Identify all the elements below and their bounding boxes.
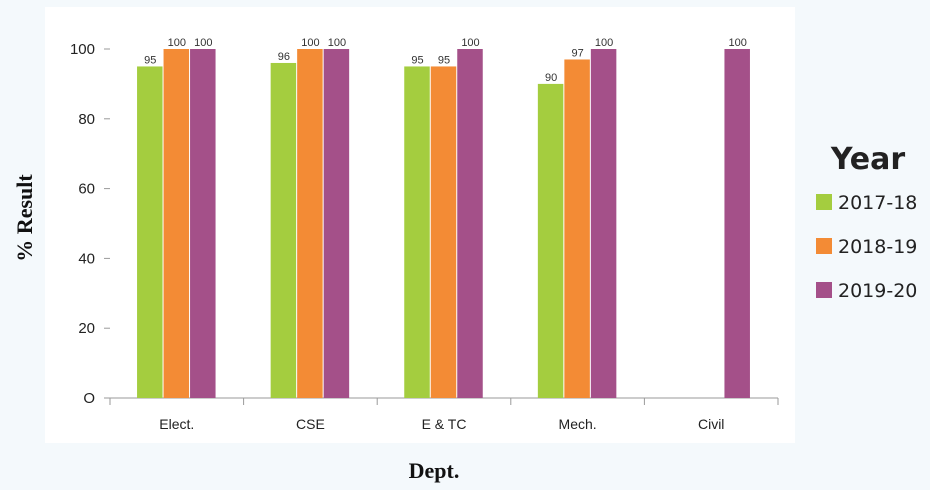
legend: Year 2017-18 2018-19 2019-20	[816, 142, 917, 302]
data-label: 100	[461, 37, 479, 49]
data-label: 100	[729, 37, 747, 49]
bar	[724, 49, 750, 398]
y-tick-label: 100	[70, 41, 95, 58]
bar	[537, 83, 564, 399]
x-tick-label: E & TC	[422, 416, 467, 432]
bar	[404, 66, 430, 398]
bar	[270, 62, 297, 399]
data-label: 100	[301, 37, 319, 49]
data-label: 97	[571, 47, 583, 59]
legend-swatch	[816, 194, 832, 210]
y-tick-label: 40	[78, 250, 95, 267]
y-tick-label: O	[83, 390, 95, 407]
data-label: 100	[595, 37, 613, 49]
y-tick-label: 20	[78, 320, 95, 337]
bar	[190, 49, 216, 398]
data-labels: 95 100 100 96 100 100 95 95 100 90 97 100 100	[144, 37, 747, 84]
legend-swatch	[816, 282, 832, 298]
data-label: 100	[194, 37, 212, 49]
legend-label: 2019-20	[838, 280, 917, 302]
y-axis-title: % Result	[12, 174, 37, 262]
bar	[137, 66, 163, 398]
data-label: 100	[168, 37, 186, 49]
data-label: 95	[144, 54, 156, 66]
legend-swatch	[816, 238, 832, 254]
x-tick-label: Civil	[698, 416, 724, 432]
data-label: 95	[438, 54, 450, 66]
y-tick-label: 80	[78, 111, 95, 128]
data-label: 90	[545, 72, 557, 84]
bar	[590, 49, 617, 398]
data-label: 100	[328, 37, 346, 49]
x-tick-label: Mech.	[559, 416, 597, 432]
x-axis-title: Dept.	[409, 458, 460, 483]
x-tick-label: Elect.	[159, 416, 194, 432]
data-label: 96	[278, 51, 290, 63]
bar	[323, 49, 350, 398]
data-label: 95	[411, 54, 423, 66]
y-tick-label: 60	[78, 181, 95, 198]
axes: O 20 40 60 80 100 Elect. CSE E & TC Mech. Civil	[70, 41, 779, 432]
bars	[137, 49, 750, 399]
x-tick-label: CSE	[296, 416, 325, 432]
bar	[297, 49, 323, 398]
bar	[457, 49, 483, 398]
legend-label: 2017-18	[838, 192, 917, 214]
bar	[564, 59, 590, 398]
legend-title: Year	[830, 142, 906, 177]
legend-label: 2018-19	[838, 236, 917, 258]
bar	[430, 66, 457, 398]
bar	[163, 49, 190, 398]
